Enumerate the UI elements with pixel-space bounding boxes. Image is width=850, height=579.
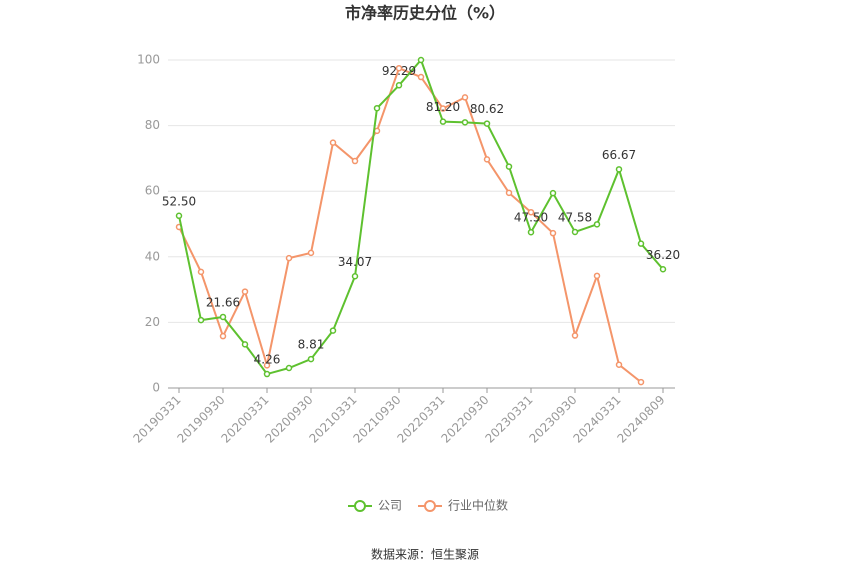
data-label: 92.29 [382, 64, 416, 78]
x-tick-label: 20240809 [615, 393, 668, 446]
data-point [571, 228, 579, 236]
data-point [527, 228, 535, 236]
data-label: 52.50 [162, 194, 196, 208]
data-label: 80.62 [470, 102, 504, 116]
data-point [483, 120, 491, 127]
data-point [329, 139, 337, 146]
data-point [549, 229, 557, 237]
data-point [637, 378, 645, 386]
data-point [219, 332, 227, 340]
data-point [263, 370, 271, 378]
data-point [505, 189, 513, 197]
data-label: 47.58 [558, 210, 592, 224]
data-point [197, 268, 205, 276]
data-label: 34.07 [338, 255, 372, 269]
data-label: 47.50 [514, 211, 548, 225]
data-point [241, 341, 249, 348]
data-point [417, 73, 425, 81]
data-point [197, 316, 205, 324]
y-tick-label: 80 [145, 118, 160, 132]
data-point [659, 266, 667, 273]
data-point [263, 362, 271, 369]
legend-marker [424, 500, 436, 512]
data-point [461, 119, 469, 126]
data-point [549, 189, 557, 197]
y-tick-label: 20 [145, 315, 160, 329]
data-label: 66.67 [602, 148, 636, 162]
data-point [483, 156, 491, 163]
data-point [285, 364, 293, 372]
data-point [439, 105, 447, 112]
data-label: 8.81 [298, 338, 325, 352]
data-point [527, 208, 535, 216]
data-point [615, 361, 623, 368]
data-point [307, 249, 315, 257]
y-tick-label: 60 [145, 184, 160, 198]
data-point [439, 118, 447, 125]
data-point [593, 221, 601, 228]
data-label: 36.20 [646, 248, 680, 262]
data-label: 81.20 [426, 100, 460, 114]
legend-marker [354, 500, 366, 512]
data-point [615, 166, 623, 173]
data-point [307, 355, 315, 363]
data-point [351, 157, 359, 165]
data-point [395, 82, 403, 89]
data-point [241, 288, 249, 295]
data-point [417, 56, 425, 64]
data-point [351, 273, 359, 280]
data-label: 4.26 [254, 353, 281, 367]
y-tick-label: 100 [137, 53, 160, 67]
chart-title: 市净率历史分位（%） [345, 4, 505, 23]
source: 数据来源：恒生聚源 [371, 547, 479, 562]
data-point [637, 240, 645, 247]
data-point [175, 212, 183, 220]
y-tick-label: 40 [145, 249, 160, 263]
data-point [373, 104, 381, 112]
data-point [461, 94, 469, 101]
data-point [395, 64, 403, 72]
legend-label: 公司 [378, 499, 402, 513]
y-tick-label: 0 [152, 381, 160, 395]
data-point [593, 272, 601, 280]
data-point [571, 332, 579, 339]
data-point [219, 313, 227, 321]
data-point [505, 163, 513, 170]
data-point [329, 327, 337, 334]
data-label: 21.66 [206, 295, 240, 309]
legend-label: 行业中位数 [448, 498, 508, 513]
data-point [285, 254, 293, 262]
